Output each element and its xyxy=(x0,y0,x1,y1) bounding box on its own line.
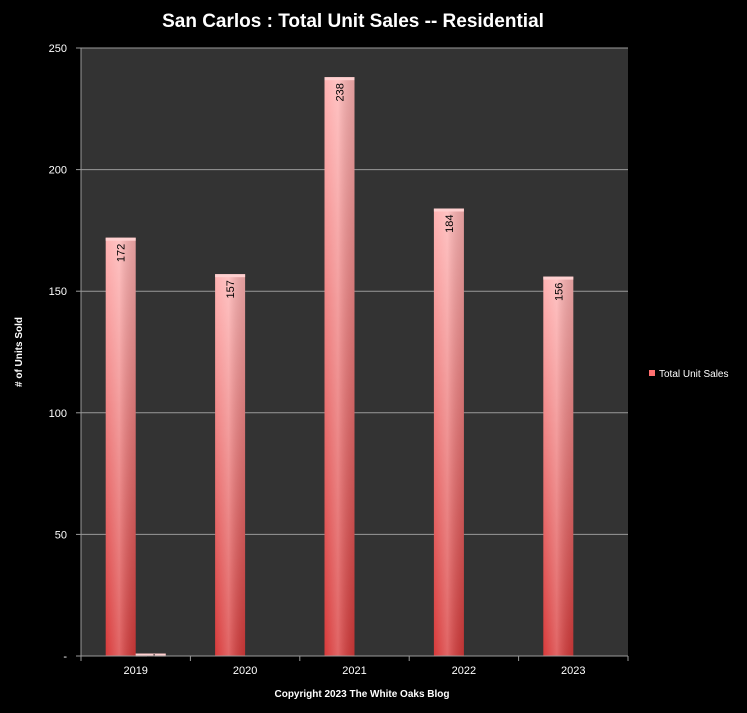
bar-cap xyxy=(215,274,246,278)
y-tick-label: 50 xyxy=(55,529,67,541)
legend-label: Total Unit Sales xyxy=(659,369,728,380)
y-tick-label: 250 xyxy=(49,43,67,55)
x-axis: 2019 2020 2021 2022 2023 xyxy=(80,655,629,677)
data-labels: 172 157 238 184 156 1 xyxy=(116,83,566,659)
bar-cap xyxy=(433,208,464,212)
bar-cap xyxy=(105,237,136,241)
y-axis-title: # of Units Sold xyxy=(14,317,25,387)
bars xyxy=(105,77,574,657)
bar-cap xyxy=(543,276,574,280)
x-tick-label: 2022 xyxy=(452,665,476,677)
bar-cap xyxy=(324,77,355,81)
bar-shine xyxy=(215,274,246,656)
bar-shine xyxy=(324,77,355,656)
x-tick-label: 2023 xyxy=(561,665,585,677)
y-tick-label: - xyxy=(63,651,67,663)
x-tick-label: 2021 xyxy=(342,665,366,677)
bar-shine xyxy=(105,237,136,657)
legend-swatch xyxy=(649,370,655,376)
bar-shine xyxy=(543,276,574,656)
x-tick-label: 2020 xyxy=(233,665,257,677)
y-tick-label: 100 xyxy=(49,408,67,420)
bar-shine xyxy=(433,208,464,656)
y-tick-label: 150 xyxy=(49,286,67,298)
bar-cap xyxy=(135,653,166,657)
x-tick-label: 2019 xyxy=(123,665,147,677)
y-axis: - 50 100 150 200 250 xyxy=(49,43,82,663)
x-axis-title: Copyright 2023 The White Oaks Blog xyxy=(274,689,449,700)
data-label: 157 xyxy=(225,280,237,298)
chart-title: San Carlos : Total Unit Sales -- Residen… xyxy=(162,11,544,32)
legend: Total Unit Sales xyxy=(649,369,728,380)
data-label: 1 xyxy=(146,653,158,659)
data-label: 184 xyxy=(444,215,456,233)
data-label: 156 xyxy=(553,283,565,301)
data-label: 172 xyxy=(116,244,128,262)
y-tick-label: 200 xyxy=(49,165,67,177)
data-label: 238 xyxy=(335,83,347,101)
